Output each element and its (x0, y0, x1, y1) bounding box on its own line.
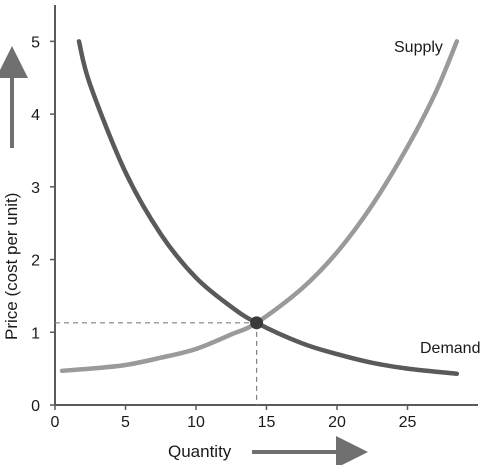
y-tick-label: 2 (31, 253, 40, 270)
x-tick-label: 5 (121, 414, 130, 431)
axes (54, 5, 478, 406)
equilibrium-point (250, 316, 264, 330)
y-tick-label: 3 (31, 180, 40, 197)
x-tick-label: 15 (258, 414, 276, 431)
series-label-supply: Supply (394, 39, 443, 56)
x-axis-title: Quantity (168, 442, 232, 461)
series-line-demand (76, 39, 460, 376)
x-tick-label: 25 (399, 414, 417, 431)
series-group (59, 39, 460, 376)
x-ticks: 0 5 10 15 20 25 (51, 405, 417, 431)
equilibrium-guides (55, 322, 258, 405)
x-tick-label: 20 (328, 414, 346, 431)
x-axis-title-group: Quantity (168, 436, 368, 465)
y-tick-label: 4 (31, 107, 40, 124)
y-axis-title-group: Price (cost per unit) (0, 46, 28, 340)
y-axis-title: Price (cost per unit) (2, 193, 21, 340)
x-tick-label: 10 (187, 414, 205, 431)
y-ticks: 0 1 2 3 4 5 (31, 34, 55, 415)
x-tick-label: 0 (51, 414, 60, 431)
series-label-demand: Demand (420, 340, 480, 357)
y-tick-label: 1 (31, 325, 40, 342)
y-tick-label: 5 (31, 34, 40, 51)
y-tick-label: 0 (31, 398, 40, 415)
